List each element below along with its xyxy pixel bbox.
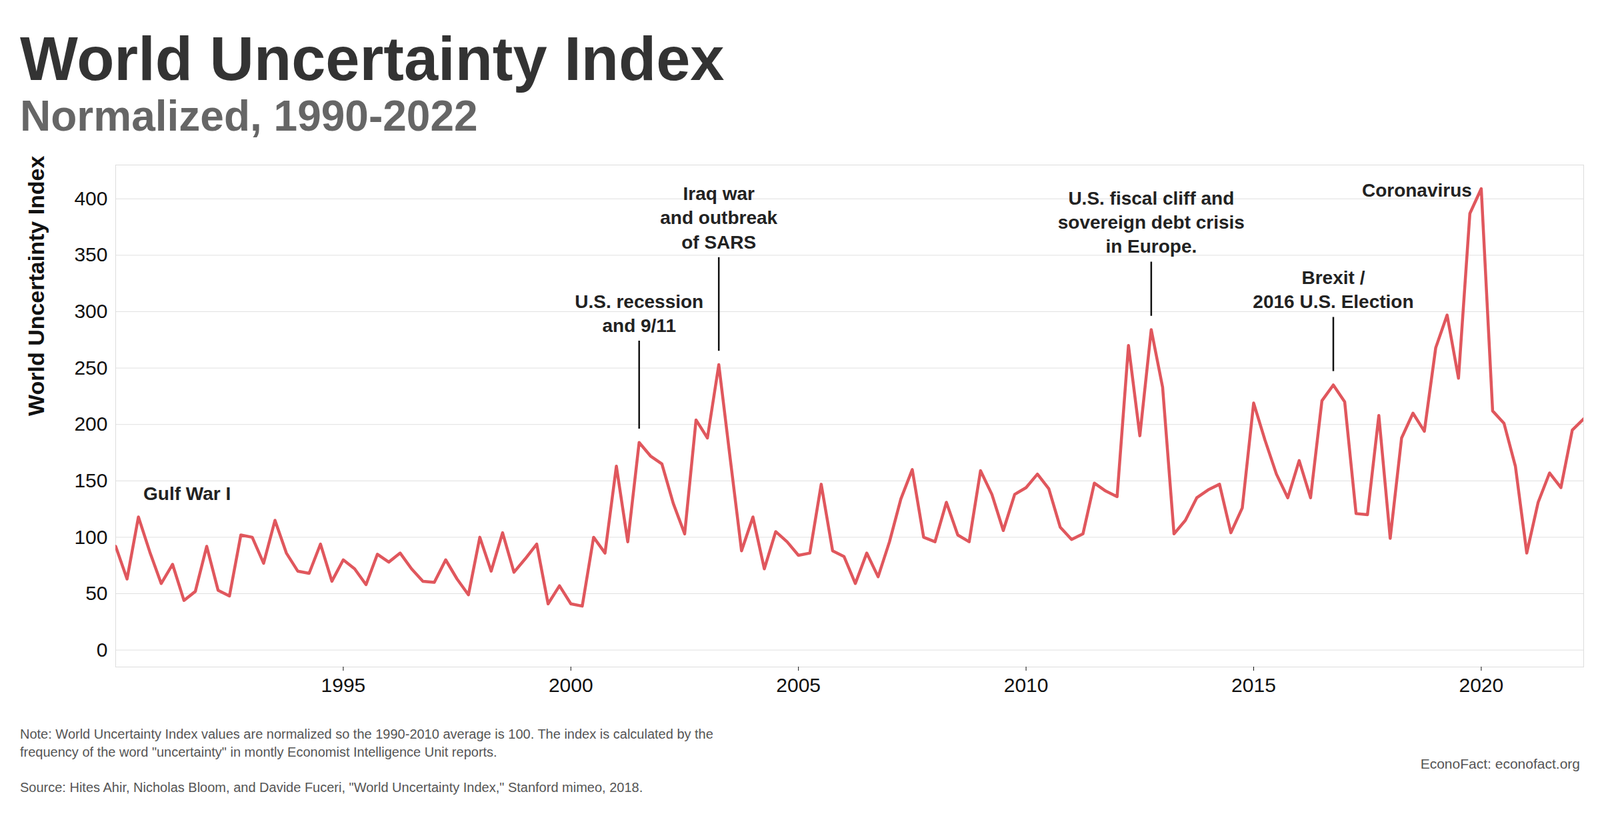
html-text:Normalized, 1990-2022: Normalized, 1990-2022 xyxy=(20,92,478,141)
svg-text:250: 250 xyxy=(74,356,108,378)
html-text:EconoFact: econofact.org: EconoFact: econofact.org xyxy=(1420,755,1580,772)
svg-text:U.S. recessionand 9/11: U.S. recessionand 9/11 xyxy=(574,290,704,336)
svg-text:U.S. fiscal cliff andsovereign: U.S. fiscal cliff andsovereign debt cris… xyxy=(1058,187,1245,257)
svg-text:2020: 2020 xyxy=(1458,673,1504,696)
svg-text:Brexit /2016 U.S. Election: Brexit /2016 U.S. Election xyxy=(1252,267,1414,312)
svg-text:50: 50 xyxy=(85,582,108,604)
svg-text:300: 300 xyxy=(74,300,108,322)
svg-text:2015: 2015 xyxy=(1231,673,1276,696)
svg-text:100: 100 xyxy=(74,525,108,548)
html-text:Note: World Uncertainty Index: Note: World Uncertainty Index values are… xyxy=(20,726,714,760)
svg-text:1995: 1995 xyxy=(321,673,366,696)
svg-text:2010: 2010 xyxy=(1004,673,1049,696)
svg-text:Coronavirus: Coronavirus xyxy=(1362,179,1472,200)
svg-text:350: 350 xyxy=(74,243,108,266)
svg-text:150: 150 xyxy=(74,468,108,491)
svg-text:400: 400 xyxy=(74,186,108,209)
svg-text:2000: 2000 xyxy=(548,673,594,696)
html-text:Source: Hites Ahir, Nicholas B: Source: Hites Ahir, Nicholas Bloom, and … xyxy=(20,779,643,795)
svg-text:Iraq warand outbreakof SARS: Iraq warand outbreakof SARS xyxy=(660,182,778,252)
html-text:World Uncertainty Index: World Uncertainty Index xyxy=(20,24,725,93)
svg-text:Gulf War I: Gulf War I xyxy=(143,483,231,504)
svg-text:0: 0 xyxy=(96,638,108,660)
svg-text:200: 200 xyxy=(74,412,108,435)
svg-text:World Uncertainty Index: World Uncertainty Index xyxy=(23,155,49,416)
svg-text:2005: 2005 xyxy=(776,673,821,696)
